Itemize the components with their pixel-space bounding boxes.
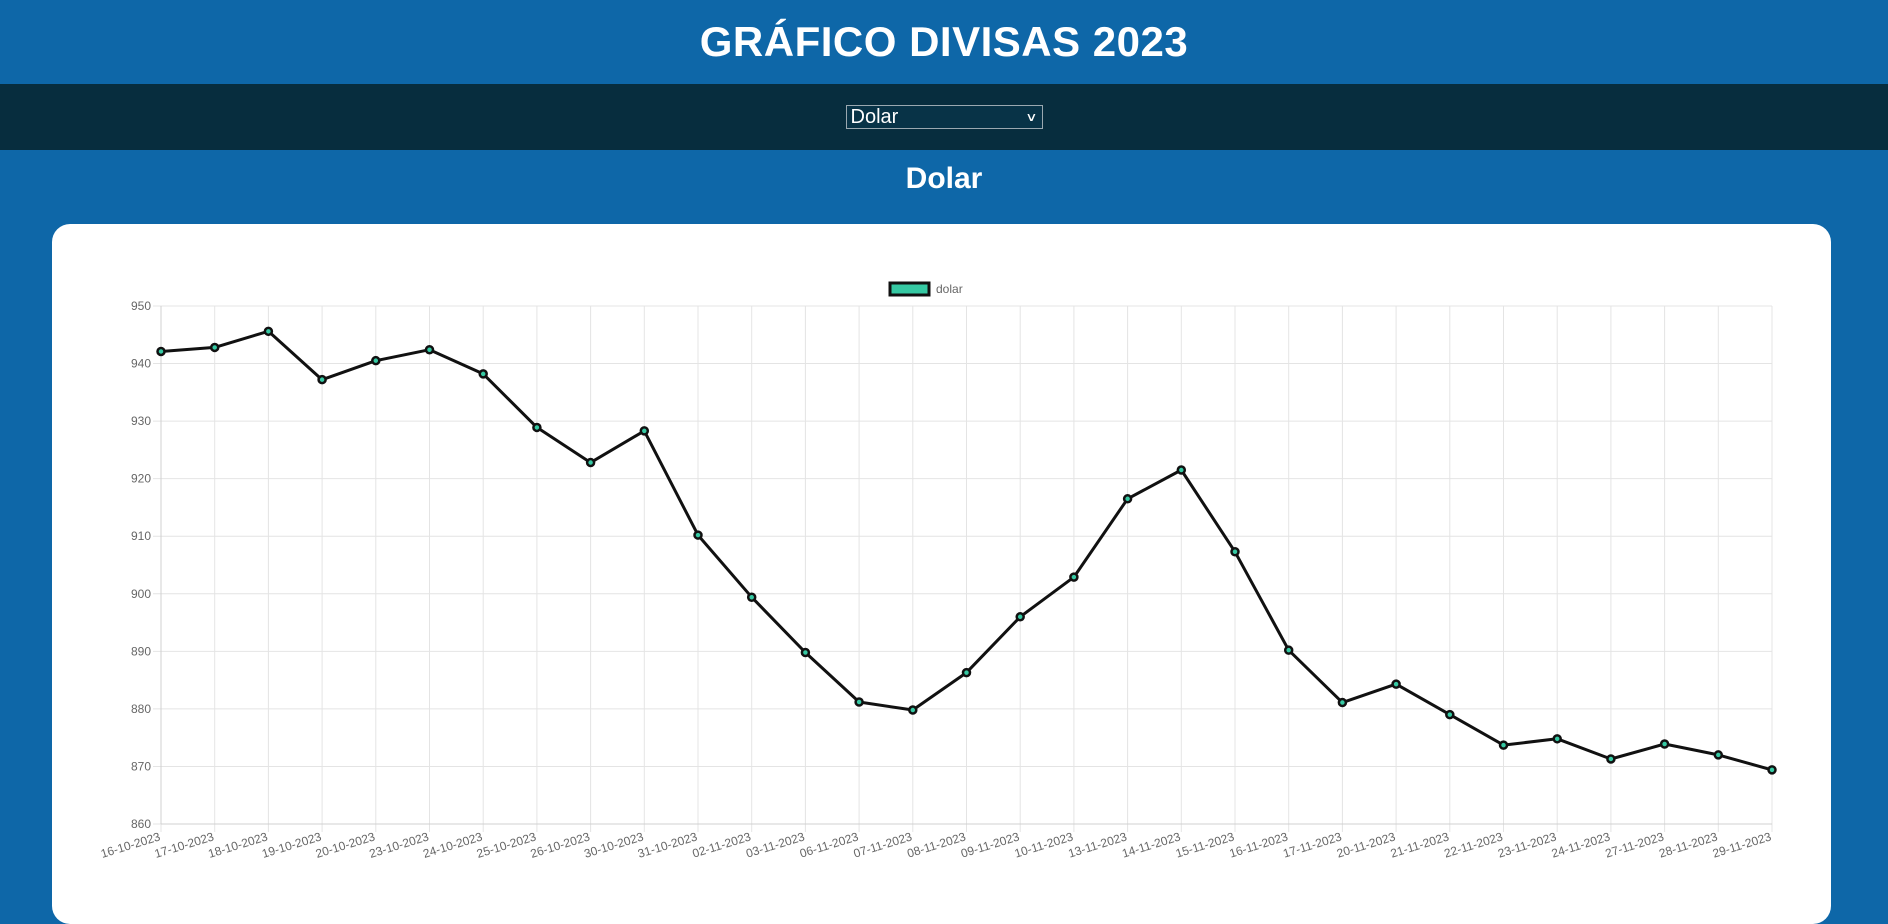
legend-swatch — [888, 281, 931, 297]
currency-select[interactable]: Dolar ∨ — [845, 105, 1043, 129]
y-tick-label: 860 — [131, 817, 151, 831]
x-tick-label: 13-11-2023 — [1067, 829, 1129, 860]
data-point — [478, 369, 488, 379]
x-tick-label: 09-11-2023 — [959, 829, 1021, 860]
chart-grid — [153, 305, 1773, 832]
data-point — [317, 374, 327, 385]
y-tick-label: 910 — [131, 529, 151, 543]
x-tick-label: 27-11-2023 — [1604, 829, 1666, 860]
x-tick-label: 16-11-2023 — [1228, 829, 1290, 860]
y-tick-label: 940 — [131, 357, 151, 371]
data-point — [1445, 709, 1455, 720]
x-tick-label: 24-11-2023 — [1550, 829, 1612, 860]
x-tick-label: 30-10-2023 — [582, 829, 645, 860]
x-tick-label: 24-10-2023 — [421, 829, 484, 860]
x-tick-label: 02-11-2023 — [691, 829, 753, 860]
x-tick-label: 19-10-2023 — [260, 829, 323, 860]
data-point — [1122, 494, 1133, 504]
data-point — [1337, 697, 1348, 708]
data-point — [1015, 612, 1025, 622]
x-tick-label: 16-10-2023 — [99, 829, 162, 860]
data-point — [1176, 465, 1187, 475]
data-point — [532, 422, 542, 433]
x-tick-label: 31-10-2023 — [636, 829, 699, 860]
data-point — [424, 344, 435, 355]
x-tick-label: 07-11-2023 — [852, 829, 914, 860]
x-tick-label: 18-10-2023 — [206, 829, 269, 860]
legend-label: dolar — [936, 282, 963, 296]
x-tick-label: 20-10-2023 — [314, 829, 377, 860]
y-tick-label: 930 — [131, 414, 151, 428]
page-header: GRÁFICO DIVISAS 2023 — [0, 0, 1888, 84]
x-tick-label: 17-10-2023 — [153, 829, 216, 860]
data-point — [854, 697, 864, 707]
data-point — [1659, 739, 1670, 749]
x-tick-label: 17-11-2023 — [1281, 829, 1343, 860]
data-point — [371, 355, 381, 366]
data-point — [746, 592, 757, 602]
data-point — [1552, 734, 1562, 744]
x-tick-label: 23-10-2023 — [368, 829, 431, 860]
chart-section-title: Dolar — [905, 162, 983, 195]
chart-axes: 860 870 880 890 900 910 920 930 940 950 16-10-2023… — [99, 299, 1773, 861]
data-point — [1069, 572, 1079, 582]
x-tick-label: 03-11-2023 — [744, 829, 806, 860]
page-title: GRÁFICO DIVISAS 2023 — [699, 18, 1189, 65]
data-point — [1498, 740, 1509, 750]
data-point — [1713, 750, 1724, 760]
chart-card: 860 870 880 890 900 910 920 930 940 950 16-10-2023… — [52, 224, 1831, 924]
x-tick-label: 20-11-2023 — [1335, 829, 1397, 860]
x-tick-label: 06-11-2023 — [798, 829, 860, 860]
data-point — [263, 326, 274, 337]
data-point — [908, 705, 918, 715]
data-point — [693, 530, 703, 540]
x-tick-label: 15-11-2023 — [1174, 829, 1236, 860]
chevron-down-icon: ∨ — [1024, 110, 1038, 124]
x-tick-label: 08-11-2023 — [905, 829, 967, 860]
data-point — [1283, 645, 1294, 655]
y-tick-label: 900 — [131, 587, 151, 601]
data-point — [961, 667, 972, 678]
data-point — [1391, 679, 1401, 689]
chart-legend: dolar — [888, 281, 963, 297]
data-point — [639, 426, 650, 436]
x-tick-label: 26-10-2023 — [529, 829, 592, 860]
y-tick-label: 950 — [131, 299, 151, 313]
y-tick-label: 870 — [131, 759, 151, 773]
data-point — [1606, 754, 1616, 764]
data-point — [1767, 765, 1777, 775]
x-tick-label: 29-11-2023 — [1711, 829, 1773, 860]
y-tick-label: 920 — [131, 472, 151, 486]
data-point — [209, 342, 220, 353]
x-tick-label: 25-10-2023 — [475, 829, 538, 860]
x-tick-label: 21-11-2023 — [1389, 829, 1451, 860]
chart-series — [156, 326, 1777, 775]
data-point — [800, 647, 811, 658]
line-chart: 860 870 880 890 900 910 920 930 940 950 16-10-2023… — [99, 281, 1777, 861]
x-tick-label: 14-11-2023 — [1120, 829, 1182, 860]
data-point — [585, 457, 596, 468]
y-tick-label: 890 — [131, 644, 151, 658]
currency-selector-bar: Dolar ∨ — [0, 84, 1888, 150]
y-tick-label: 880 — [131, 702, 151, 716]
x-tick-label: 10-11-2023 — [1013, 829, 1075, 860]
data-point — [1230, 547, 1240, 557]
x-tick-label: 23-11-2023 — [1496, 829, 1558, 860]
x-tick-label: 28-11-2023 — [1657, 829, 1719, 860]
x-tick-label: 22-11-2023 — [1442, 829, 1504, 860]
currency-select-value: Dolar — [850, 105, 899, 128]
data-point — [156, 346, 166, 357]
